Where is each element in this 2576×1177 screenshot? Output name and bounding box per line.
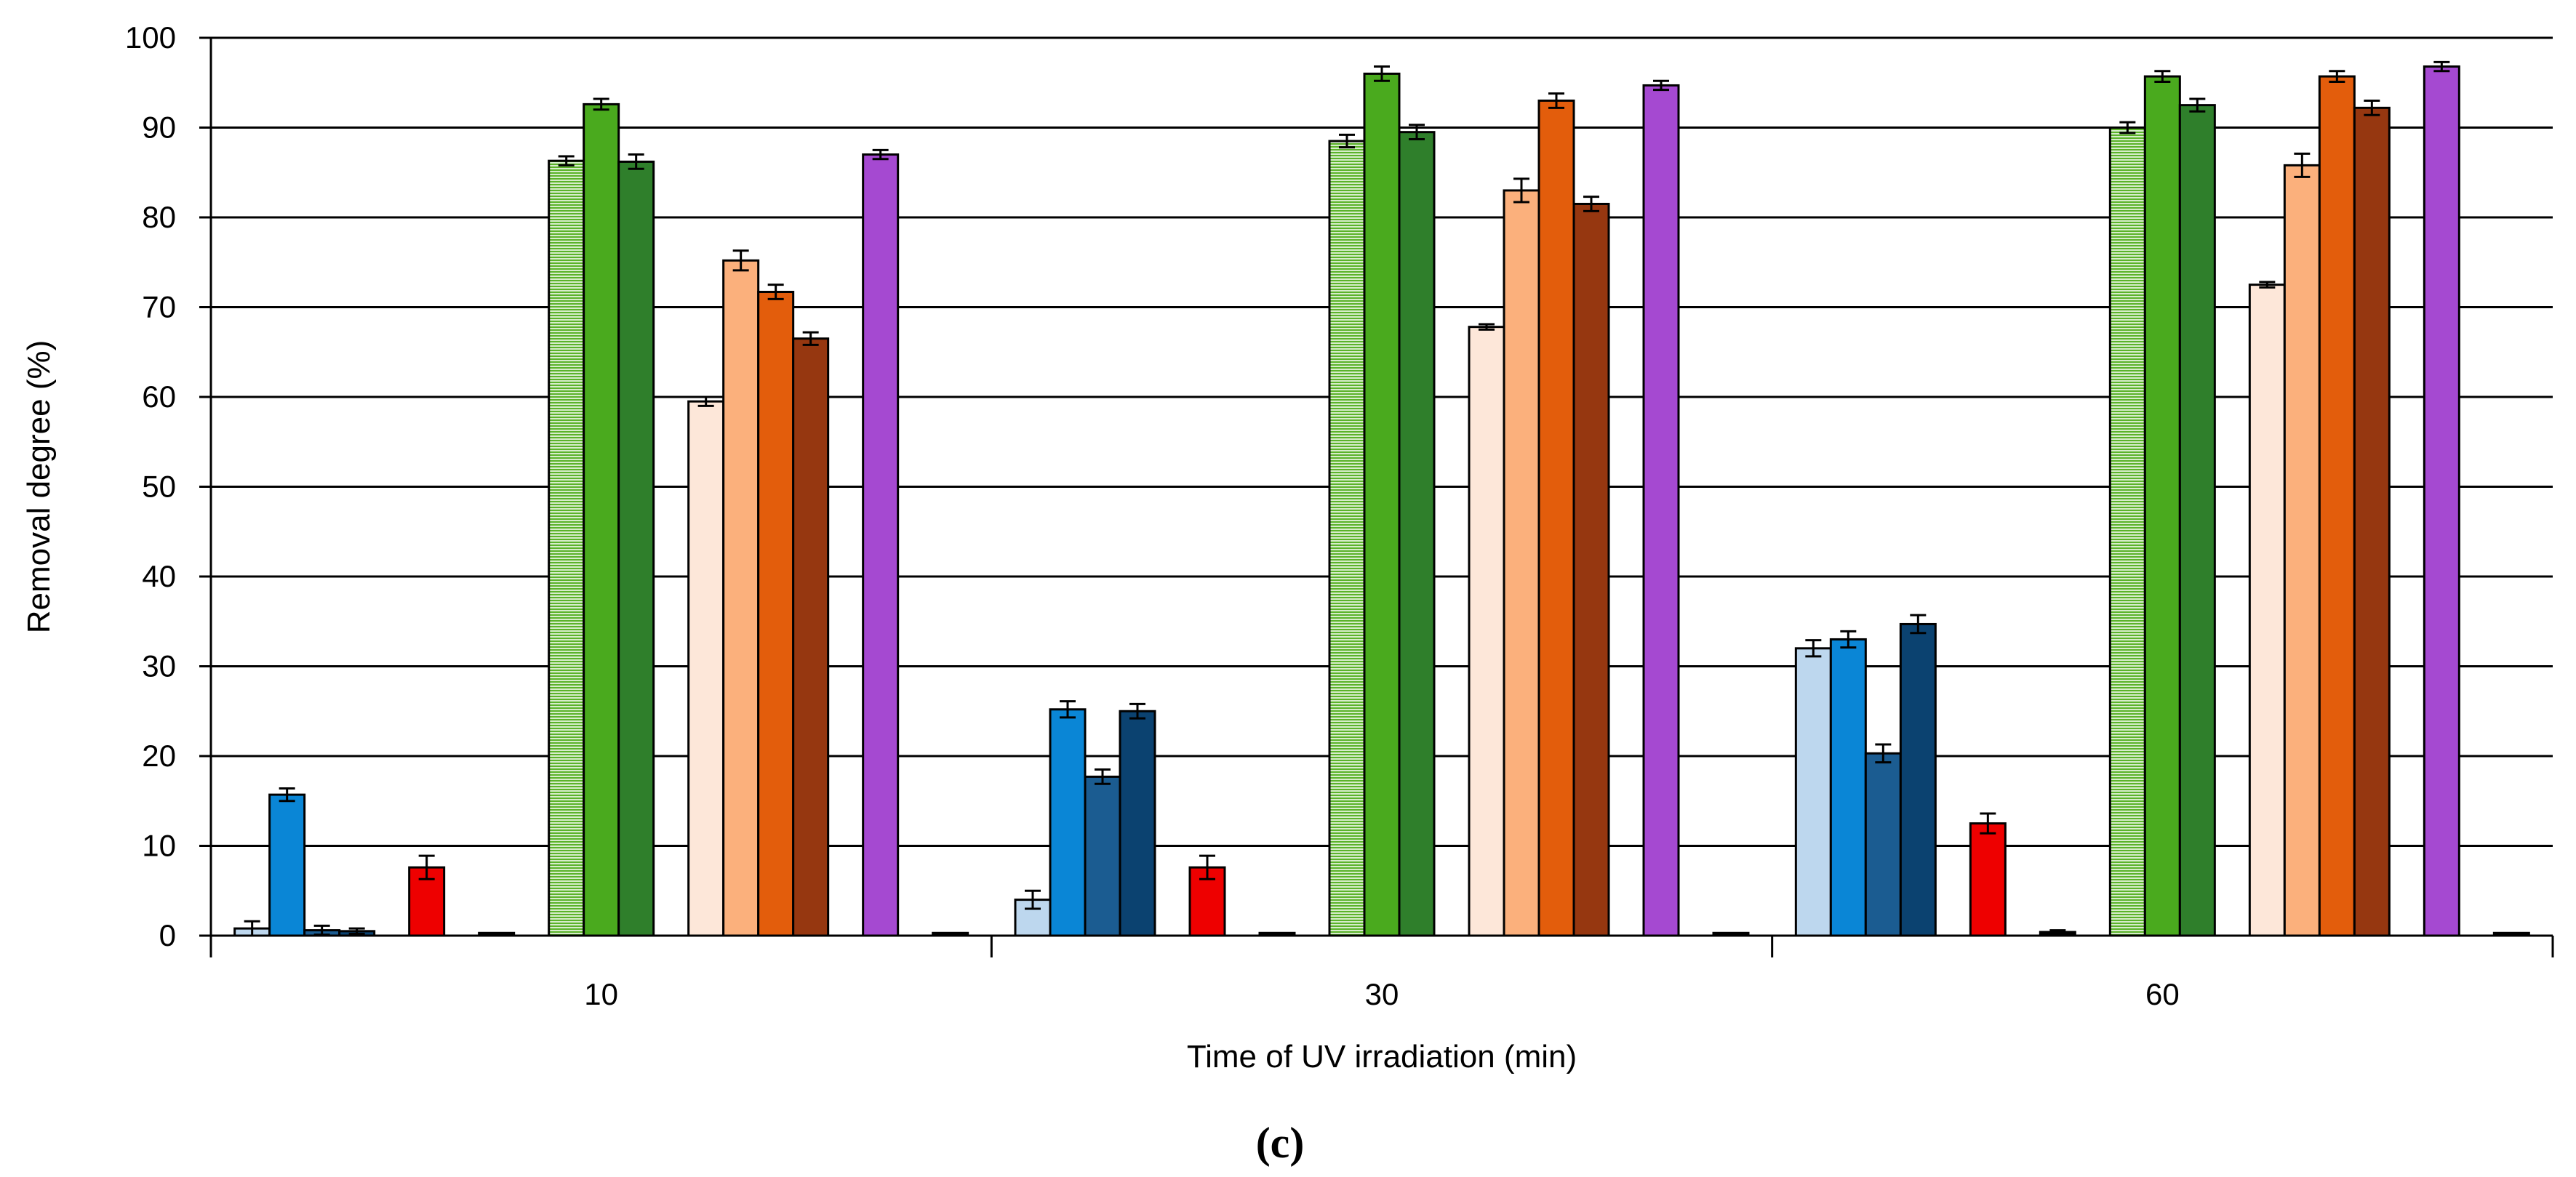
y-tick-label: 80 <box>142 200 176 234</box>
x-tick-label: 30 <box>1365 977 1399 1011</box>
y-tick-label: 30 <box>142 649 176 683</box>
bar-orange-1-60 <box>2248 284 2286 937</box>
y-tick-label: 90 <box>142 111 176 145</box>
figure-caption: (c) <box>1256 1119 1305 1167</box>
bar-orange-1-10 <box>687 400 725 937</box>
bar-green-striped-60 <box>2108 126 2146 937</box>
bar-green-2-10 <box>617 160 655 937</box>
bar-blue-2-30 <box>1049 708 1087 937</box>
x-tick-label: 10 <box>584 977 618 1011</box>
bar-blue-4-30 <box>1119 710 1156 937</box>
bar-green-2-60 <box>2178 104 2216 937</box>
bars <box>233 60 2530 937</box>
bar-orange-4-60 <box>2353 106 2391 937</box>
bar-blue-2-10 <box>268 793 306 937</box>
bar-blue-4-60 <box>1899 622 1937 937</box>
bar-orange-3-60 <box>2318 75 2356 937</box>
bar-orange-2-30 <box>1503 189 1540 937</box>
bar-purple-60 <box>2423 65 2460 937</box>
bar-orange-3-30 <box>1537 99 1575 937</box>
bar-purple-30 <box>1642 84 1680 937</box>
bar-green-1-30 <box>1363 72 1401 937</box>
bar-blue-3-30 <box>1084 775 1121 937</box>
bar-orange-2-60 <box>2283 164 2321 937</box>
bar-blue-1-60 <box>1794 647 1832 937</box>
bar-orange-1-30 <box>1468 326 1505 937</box>
bar-green-1-60 <box>2143 75 2181 937</box>
y-tick-label: 10 <box>142 829 176 863</box>
bar-green-2-30 <box>1398 131 1436 937</box>
x-axis-title: Time of UV irradiation (min) <box>1187 1039 1577 1074</box>
bar-green-1-10 <box>583 103 620 937</box>
bar-purple-10 <box>862 153 900 937</box>
y-tick-label: 70 <box>142 290 176 324</box>
bar-blue-2-60 <box>1829 638 1867 937</box>
bar-blue-3-60 <box>1864 752 1902 937</box>
bar-green-striped-10 <box>548 159 585 937</box>
y-axis-title: Removal degree (%) <box>21 340 57 634</box>
y-tick-label: 100 <box>125 20 176 55</box>
y-tick-label: 0 <box>159 918 176 952</box>
y-tick-label: 50 <box>142 470 176 504</box>
y-tick-label: 20 <box>142 739 176 773</box>
labels: 0 10 20 30 40 50 60 70 80 90 100 10 30 60 <box>125 20 2180 1011</box>
bar-orange-4-30 <box>1572 202 1610 937</box>
bar-orange-2-10 <box>722 259 760 937</box>
bar-red-60 <box>1969 822 2007 937</box>
y-tick-label: 40 <box>142 559 176 593</box>
bar-orange-4-10 <box>792 337 830 937</box>
y-tick-label: 60 <box>142 379 176 414</box>
bar-orange-3-10 <box>757 291 795 937</box>
axes <box>199 36 2554 957</box>
x-tick-label: 60 <box>2145 977 2180 1011</box>
bar-green-striped-30 <box>1328 140 1366 937</box>
